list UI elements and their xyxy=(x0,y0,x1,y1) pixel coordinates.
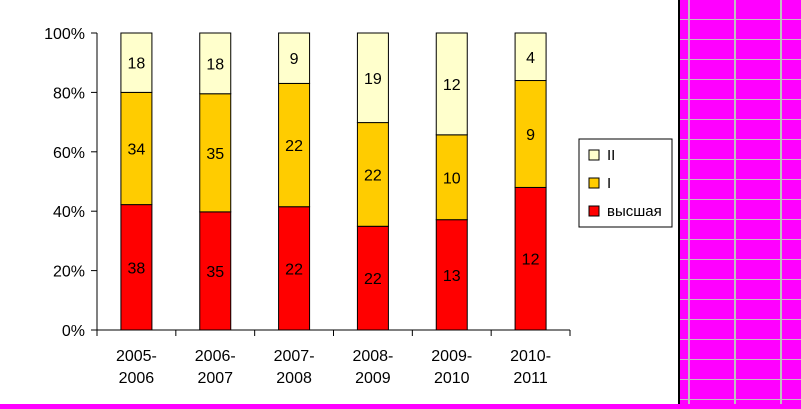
legend-swatch xyxy=(588,177,600,189)
data-label: 18 xyxy=(206,56,224,73)
data-label: 18 xyxy=(128,56,146,73)
bar-segment xyxy=(120,91,153,206)
data-label: 12 xyxy=(443,77,461,94)
y-tick-label: 20% xyxy=(53,264,85,281)
bar-segment xyxy=(435,32,468,136)
bar-segment xyxy=(356,122,389,227)
data-label: 4 xyxy=(526,50,535,67)
bar-segment xyxy=(199,93,232,213)
x-tick-label: 2008- xyxy=(352,348,393,365)
x-tick-label: 2009- xyxy=(431,348,472,365)
data-label: 34 xyxy=(128,142,146,159)
bar-segment xyxy=(278,206,311,331)
bars: 38 34 18 35 35 18 22 22 9 22 22 19 13 10 12 12 9 4 xyxy=(120,32,547,331)
chart-container: 0% 20% 40% 60% 80% 100% 2005- 2006 2006- 2007 2007… xyxy=(0,0,680,404)
stacked-bar-chart: 0% 20% 40% 60% 80% 100% 2005- 2006 2006- 2007 2007… xyxy=(44,26,673,387)
x-tick-label: 2006- xyxy=(195,348,236,365)
data-label: 22 xyxy=(364,167,382,184)
bar-segment xyxy=(278,32,311,84)
x-tick-label: 2010 xyxy=(434,370,470,387)
y-tick-label: 60% xyxy=(53,145,85,162)
legend-label: II xyxy=(607,147,615,164)
bar-segment xyxy=(356,225,389,331)
data-label: 19 xyxy=(364,71,382,88)
data-label: 22 xyxy=(285,138,303,155)
bar-segment xyxy=(514,32,547,82)
data-label: 35 xyxy=(206,264,224,281)
bar-segment xyxy=(514,80,547,188)
bar-segment xyxy=(120,204,153,331)
y-tick-label: 0% xyxy=(62,323,85,340)
data-label: 22 xyxy=(285,261,303,278)
y-tick-label: 80% xyxy=(53,85,85,102)
x-tick-label: 2007 xyxy=(197,370,233,387)
bar-segment xyxy=(356,32,389,124)
bar-segment xyxy=(514,186,547,331)
bar-segment xyxy=(199,211,232,331)
data-label: 10 xyxy=(443,170,461,187)
x-tick-label: 2011 xyxy=(513,370,548,387)
bar-segment xyxy=(120,32,153,93)
axes: 0% 20% 40% 60% 80% 100% 2005- 2006 2006- 2007 2007… xyxy=(44,26,571,387)
legend-swatch xyxy=(588,149,600,161)
data-label: 9 xyxy=(290,51,299,68)
x-tick-label: 2007- xyxy=(274,348,315,365)
x-tick-label: 2006 xyxy=(119,370,155,387)
legend-label: высшая xyxy=(607,203,662,220)
x-tick-label: 2005- xyxy=(116,348,157,365)
bar-segment xyxy=(435,219,468,331)
data-label: 22 xyxy=(364,271,382,288)
bar-segment xyxy=(278,82,311,208)
x-tick-label: 2010- xyxy=(510,348,551,365)
x-tick-label: 2008 xyxy=(276,370,312,387)
data-label: 38 xyxy=(128,260,146,277)
y-tick-label: 40% xyxy=(53,204,85,221)
data-label: 35 xyxy=(206,146,224,163)
data-label: 9 xyxy=(526,127,535,144)
data-label: 12 xyxy=(522,252,540,269)
x-tick-label: 2009 xyxy=(355,370,391,387)
y-tick-label: 100% xyxy=(44,26,85,43)
data-label: 13 xyxy=(443,268,461,285)
legend-label: I xyxy=(607,175,611,192)
legend-swatch xyxy=(588,205,600,217)
bar-segment xyxy=(199,32,232,95)
bar-segment xyxy=(435,134,468,221)
